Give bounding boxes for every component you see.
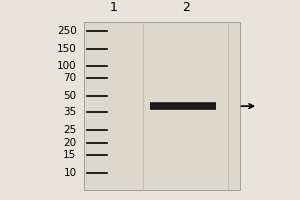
Text: 15: 15 bbox=[63, 150, 76, 160]
Text: 10: 10 bbox=[63, 168, 76, 178]
Text: 50: 50 bbox=[63, 91, 76, 101]
Text: 250: 250 bbox=[57, 26, 76, 36]
Bar bbox=[84, 22, 240, 190]
Text: 150: 150 bbox=[57, 44, 76, 54]
Text: 2: 2 bbox=[182, 1, 190, 14]
Text: 70: 70 bbox=[63, 73, 76, 83]
Text: 25: 25 bbox=[63, 125, 76, 135]
Text: 1: 1 bbox=[110, 1, 118, 14]
Text: 100: 100 bbox=[57, 61, 76, 71]
Text: 35: 35 bbox=[63, 107, 76, 117]
Text: 20: 20 bbox=[63, 138, 76, 148]
